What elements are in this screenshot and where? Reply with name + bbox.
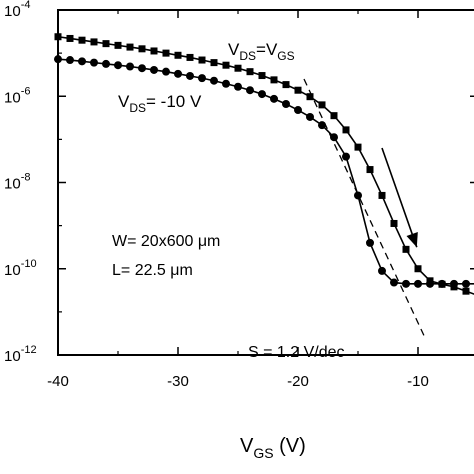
annotation-length: L= 22.5 μm: [112, 262, 193, 279]
x-axis-title: VGS (V): [240, 435, 306, 461]
data-point-circle: [126, 62, 134, 71]
data-point-circle: [270, 94, 278, 103]
data-point-square: [90, 38, 98, 46]
series-lines: [57, 35, 474, 295]
data-point-square: [78, 36, 86, 44]
data-point-square: [282, 81, 290, 89]
y-tick-label: 10-4: [4, 0, 30, 20]
data-point-square: [114, 41, 122, 49]
data-point-square: [258, 72, 266, 80]
y-tick-label: 10-6: [4, 85, 30, 106]
data-point-circle: [426, 279, 434, 288]
data-point-square: [270, 76, 278, 84]
data-point-square: [294, 86, 302, 94]
x-tick-label: -30: [167, 373, 189, 390]
subthreshold-slope-line: [303, 78, 425, 336]
annotation-vds-vgs: VDS=VGS: [228, 40, 295, 63]
data-point-circle: [390, 278, 398, 287]
data-point-circle: [438, 279, 446, 288]
data-point-square: [174, 51, 182, 59]
plot-frame: [57, 9, 474, 356]
data-point-circle: [90, 58, 98, 67]
data-point-circle: [198, 74, 206, 83]
data-point-circle: [378, 266, 386, 275]
data-point-square: [222, 61, 230, 69]
data-point-circle: [222, 79, 230, 88]
data-point-square: [306, 93, 314, 101]
data-point-circle: [258, 90, 266, 99]
data-point-circle: [54, 55, 62, 64]
y-tick-label: 10-8: [4, 172, 30, 193]
y-tick-labels: 10-12 10-10 10-8 10-6 10-4: [4, 0, 37, 365]
data-point-square: [462, 287, 470, 295]
y-tick-label: 10-10: [4, 258, 37, 279]
data-point-circle: [78, 57, 86, 66]
data-point-circle: [234, 82, 242, 91]
data-point-circle: [162, 67, 170, 76]
series-markers: [54, 33, 470, 295]
annotation-vds-10: VDS= -10 V: [118, 92, 202, 115]
annotation-width: W= 20x600 μm: [112, 233, 220, 250]
data-point-circle: [210, 76, 218, 85]
data-point-square: [354, 143, 362, 151]
annotation-slope: S = 1.2 V/dec: [248, 344, 345, 361]
sweep-arrow-shaft: [381, 147, 418, 248]
data-point-square: [390, 219, 398, 227]
data-point-square: [402, 245, 410, 253]
data-point-circle: [306, 112, 314, 121]
overlays: [303, 78, 425, 336]
y-tick-label: 10-12: [4, 344, 37, 365]
axis-ticks: [57, 9, 474, 356]
data-point-square: [138, 45, 146, 53]
data-point-square: [378, 191, 386, 199]
data-point-square: [342, 126, 350, 134]
data-point-circle: [150, 65, 158, 74]
data-point-square: [66, 34, 74, 42]
data-point-circle: [462, 279, 470, 288]
data-point-square: [414, 265, 422, 273]
data-point-circle: [66, 56, 74, 65]
data-point-circle: [174, 69, 182, 78]
data-point-circle: [402, 279, 410, 288]
data-point-circle: [342, 152, 350, 161]
data-point-square: [162, 49, 170, 57]
data-point-square: [186, 53, 194, 61]
series-line-square: [57, 35, 474, 295]
data-point-square: [246, 68, 254, 76]
data-point-square: [234, 64, 242, 72]
data-point-circle: [366, 238, 374, 247]
x-tick-label: -10: [407, 373, 429, 390]
sweep-arrow-head: [406, 231, 418, 248]
data-point-square: [210, 59, 218, 67]
data-point-square: [330, 112, 338, 120]
data-point-circle: [414, 279, 422, 288]
data-point-circle: [102, 59, 110, 68]
data-point-square: [198, 56, 206, 64]
data-point-circle: [294, 106, 302, 115]
data-point-circle: [450, 279, 458, 288]
data-point-circle: [246, 86, 254, 95]
data-point-square: [150, 47, 158, 55]
data-point-circle: [114, 61, 122, 70]
x-tick-label: -40: [47, 373, 69, 390]
data-point-square: [102, 40, 110, 48]
data-point-circle: [354, 191, 362, 200]
data-point-circle: [282, 100, 290, 109]
x-tick-label: -20: [287, 373, 309, 390]
data-point-square: [54, 33, 62, 41]
data-point-circle: [138, 64, 146, 73]
data-point-square: [126, 43, 134, 51]
data-point-square: [318, 101, 326, 109]
x-tick-labels: -40 -30 -20 -10: [47, 373, 429, 390]
data-point-square: [366, 166, 374, 174]
data-point-circle: [186, 71, 194, 80]
